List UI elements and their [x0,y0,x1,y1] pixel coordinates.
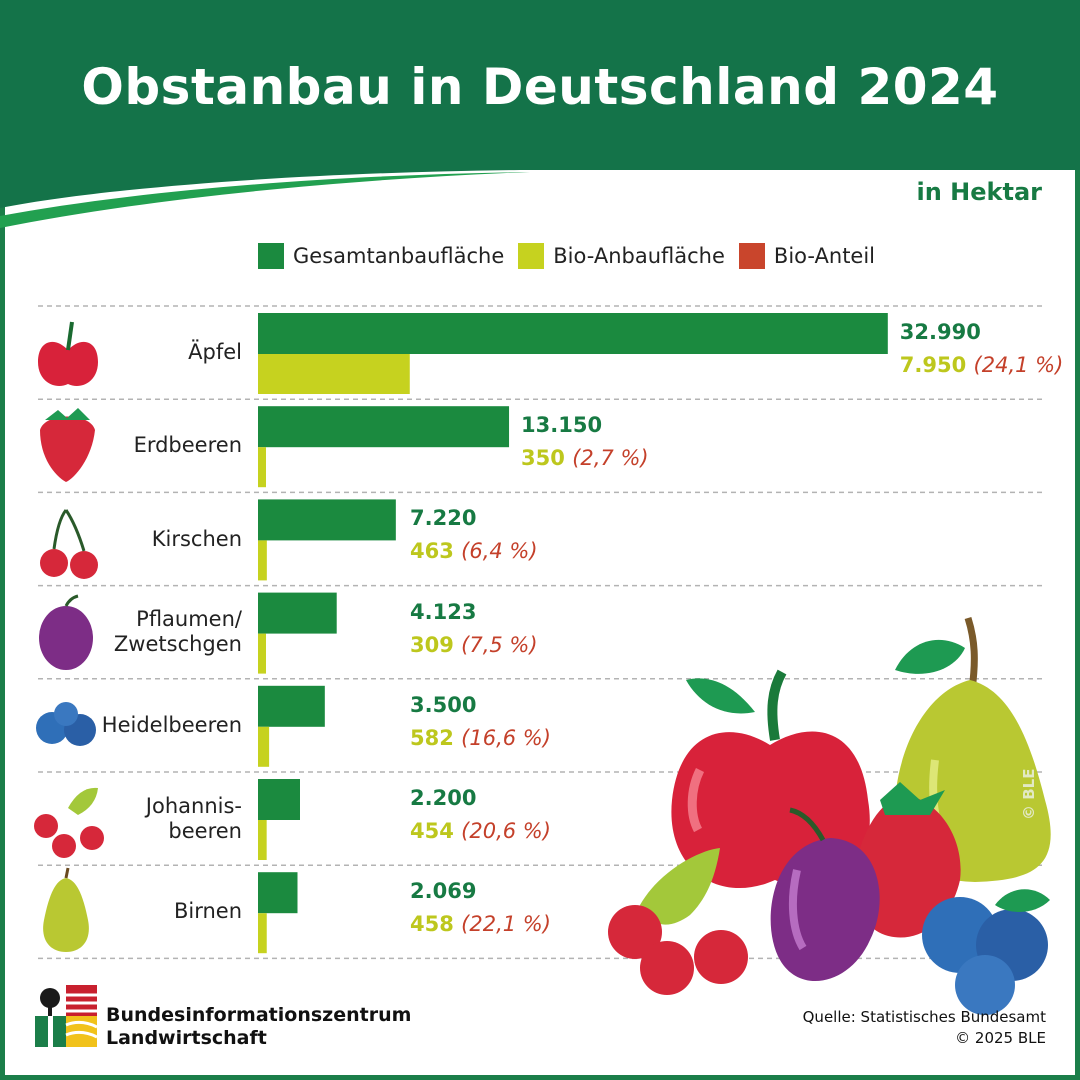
bio-value-label: 309 (7,5 %) [410,633,538,657]
category-label-line: Zwetschgen [113,632,242,657]
total-value-label: 4.123 [410,599,477,624]
page-title: Obstanbau in Deutschland 2024 [81,58,999,116]
bio-share-value: (6,4 %) [461,539,538,564]
unit-label: in Hektar [916,178,1043,206]
bio-value: 458 [410,912,454,937]
bio-value: 463 [410,539,454,564]
footer-source: Quelle: Statistisches Bundesamt © 2025 B… [803,1007,1046,1049]
legend-item-bio: Bio-Anbaufläche [518,243,725,269]
bio-share-value: (22,1 %) [461,912,551,937]
category-label-line: Kirschen [151,526,242,551]
category-label: Erdbeeren [32,433,242,458]
plum-icon [39,594,93,670]
legend-item-total: Gesamtanbaufläche [258,243,504,269]
bio-value-label: 454 (20,6 %) [410,819,551,843]
bio-value-label: 350 (2,7 %) [521,446,649,470]
total-value-label: 2.069 [410,879,477,904]
bio-value: 350 [521,446,565,471]
bio-value: 7.950 [899,353,967,377]
bio-share-value: (16,6 %) [461,725,551,750]
bio-value: 454 [410,819,454,843]
bar-total [258,313,888,354]
bio-value-label: 463 (6,4 %) [410,539,538,563]
cherries-icon [40,509,98,579]
category-label-line: beeren [168,818,242,843]
legend-swatch-total [258,243,284,269]
bar-total [258,406,510,448]
bar-total [258,685,325,727]
category-label-line: Äpfel [188,340,242,365]
legend-label-bio: Bio-Anbaufläche [553,244,725,268]
category-label: Pflaumen/Zwetschgen [32,607,242,657]
copyright-text: © 2025 BLE [955,1029,1046,1047]
bio-share-value: (20,6 %) [461,819,551,843]
category-label-line: Johannis- [145,793,242,818]
total-value-label: 13.150 [521,413,603,438]
ble-logo [35,985,97,1047]
apple-icon [38,321,98,386]
category-label-line: Erdbeeren [133,433,242,458]
category-label: Äpfel [32,340,242,365]
footer-org-line2: Landwirtschaft [106,1027,267,1049]
category-label: Heidelbeeren [32,713,242,738]
bio-value-label: 7.950 (24,1 %) [900,353,1064,377]
bio-value: 309 [410,632,454,657]
blueberries-icon [36,702,96,746]
legend-label-total: Gesamtanbaufläche [293,244,505,268]
bio-share-value: (2,7 %) [572,446,649,471]
category-label: Johannis-beeren [32,794,242,844]
bar-total [258,872,298,914]
pear-icon [43,867,89,952]
bio-value-label: 458 (22,1 %) [410,912,551,936]
bar-bio [258,540,267,581]
bio-value: 582 [410,725,454,750]
bar-total [258,779,300,820]
legend: Gesamtanbaufläche Bio-Anbaufläche Bio-An… [258,243,889,269]
total-value-label: 3.500 [410,692,477,717]
bar-bio [258,913,267,954]
legend-item-share: Bio-Anteil [738,243,876,269]
category-label-line: Heidelbeeren [101,712,242,737]
bar-bio [258,820,267,860]
source-text: Quelle: Statistisches Bundesamt [802,1008,1046,1026]
strawberry-icon [40,408,95,482]
total-value-label: 2.200 [410,786,477,810]
footer-org-line1: Bundesinformationszentrum [106,1004,412,1026]
legend-label-share: Bio-Anteil [773,244,876,268]
currants-icon [34,787,104,858]
bar-total [258,592,337,634]
category-label: Kirschen [32,527,242,552]
bar-total [258,499,396,541]
category-label-line: Pflaumen/ [136,607,242,632]
category-label: Birnen [32,899,242,924]
total-value-label: 32.990 [899,320,981,344]
legend-swatch-bio [518,243,545,269]
watermark: © BLE [1020,768,1038,820]
bio-share-value: (24,1 %) [973,353,1064,377]
bio-value-label: 582 (16,6 %) [410,726,551,750]
category-label-line: Birnen [173,899,242,924]
bar-bio [258,447,266,488]
bar-bio [258,354,410,394]
legend-swatch-share [738,243,765,269]
bar-bio [258,633,266,674]
bio-share-value: (7,5 %) [461,632,538,657]
bar-bio [258,726,270,767]
footer-organization: Bundesinformationszentrum Landwirtschaft [106,1004,411,1050]
total-value-label: 7.220 [410,506,477,531]
